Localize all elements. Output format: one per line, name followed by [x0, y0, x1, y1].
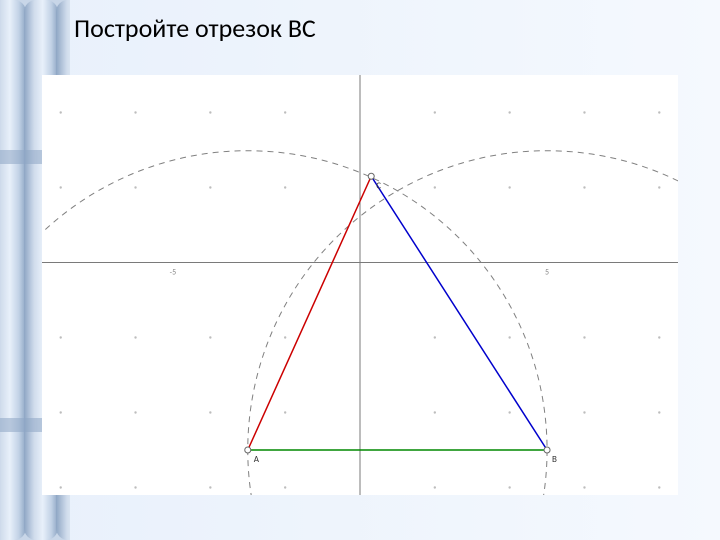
grid-dot — [658, 111, 660, 113]
grid-dot — [284, 336, 286, 338]
grid-dot — [583, 486, 585, 488]
grid-dot — [508, 411, 510, 413]
grid-dot — [434, 486, 436, 488]
grid-dot — [434, 111, 436, 113]
point-B — [544, 447, 550, 453]
construction-arc — [248, 151, 678, 495]
grid-dot — [60, 486, 62, 488]
grid-dot — [658, 186, 660, 188]
grid-dot — [60, 336, 62, 338]
grid-dot — [209, 486, 211, 488]
grid-dot — [134, 411, 136, 413]
grid-dot — [209, 111, 211, 113]
grid-dot — [658, 336, 660, 338]
x-tick-label: -5 — [170, 268, 177, 278]
grid-dot — [658, 486, 660, 488]
point-label-A: A — [254, 454, 260, 465]
grid-dot — [134, 186, 136, 188]
grid-dot — [583, 336, 585, 338]
grid-dot — [508, 186, 510, 188]
grid-dot — [60, 186, 62, 188]
x-tick-label: 5 — [545, 268, 549, 278]
point-label-C: C — [376, 180, 381, 191]
grid-dot — [284, 411, 286, 413]
slide: Постройте отрезок ВС -5 5 A B C — [0, 0, 720, 540]
grid-dot — [284, 111, 286, 113]
point-A — [245, 447, 251, 453]
segment-BC — [371, 176, 547, 450]
plot: -5 5 A B C — [42, 75, 678, 495]
grid-dot — [284, 486, 286, 488]
grid-dot — [209, 411, 211, 413]
grid-dot — [508, 486, 510, 488]
segment-AC — [248, 176, 371, 450]
grid-dot — [209, 336, 211, 338]
grid-dot — [134, 486, 136, 488]
grid-dot — [209, 186, 211, 188]
grid-dot — [60, 111, 62, 113]
grid-dot — [583, 411, 585, 413]
grid-dot — [508, 336, 510, 338]
point-label-B: B — [552, 454, 557, 465]
grid-dot — [658, 411, 660, 413]
grid-dot — [60, 411, 62, 413]
grid-dot — [134, 111, 136, 113]
grid-dot — [134, 336, 136, 338]
grid-dot — [508, 111, 510, 113]
point-C — [368, 173, 374, 179]
grid-dot — [434, 411, 436, 413]
page-title: Постройте отрезок ВС — [74, 12, 316, 44]
grid-dot — [284, 186, 286, 188]
grid-dot — [434, 336, 436, 338]
grid-dot — [583, 186, 585, 188]
grid-dot — [583, 111, 585, 113]
grid-dot — [434, 186, 436, 188]
construction-arc — [42, 151, 547, 495]
